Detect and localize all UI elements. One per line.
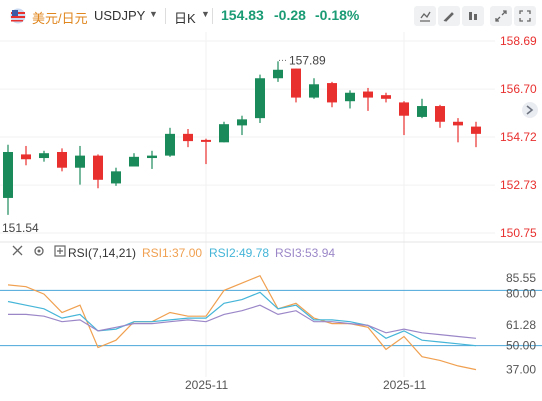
price-axis: 158.69 156.70 154.72 152.73 150.75 bbox=[500, 34, 537, 240]
rsi3-value: RSI3:53.94 bbox=[275, 246, 336, 260]
candle-body bbox=[273, 69, 283, 79]
candle-body bbox=[201, 139, 211, 142]
flag-icon bbox=[10, 8, 26, 24]
high-price-label: 157.89 bbox=[289, 53, 326, 67]
close-icon[interactable] bbox=[12, 245, 23, 259]
candle-body bbox=[147, 155, 157, 159]
candle-body bbox=[129, 156, 139, 167]
indicator-name: RSI(7,14,21) bbox=[68, 246, 137, 260]
candle-body bbox=[93, 155, 103, 180]
candle-body bbox=[21, 154, 31, 160]
time-tick-label: 2025-11 bbox=[185, 378, 228, 392]
time-axis: 2025-11 2025-11 bbox=[185, 102, 538, 392]
divider bbox=[212, 8, 213, 24]
period-selector[interactable]: 日K bbox=[174, 11, 196, 26]
candle-body bbox=[453, 121, 463, 126]
rsi1-value: RSI1:37.00 bbox=[142, 246, 203, 260]
price-tick-label: 156.70 bbox=[500, 82, 537, 96]
candle-body bbox=[3, 151, 13, 198]
rsi-series bbox=[7, 274, 477, 371]
price-tick-label: 154.72 bbox=[500, 130, 537, 144]
chart-area[interactable]: 157.89 151.54 158.69 156.70 154.72 152.73 150… bbox=[0, 32, 542, 401]
rsi-line-rsi2 bbox=[7, 291, 477, 347]
indicator-legend: RSI(7,14,21) RSI1:37.00 RSI2:49.78 RSI3:… bbox=[0, 244, 542, 262]
rsi-tick-label: 50.00 bbox=[506, 339, 536, 353]
rsi2-value: RSI2:49.78 bbox=[209, 246, 270, 260]
divider bbox=[165, 8, 166, 24]
scroll-arrow-bg bbox=[522, 102, 538, 118]
candle-body bbox=[237, 119, 247, 126]
pair-symbol[interactable]: USDJPY bbox=[94, 8, 146, 23]
compare-icon bbox=[469, 12, 477, 20]
pair-dropdown-icon[interactable]: ▼ bbox=[149, 9, 158, 19]
candle-body bbox=[183, 133, 193, 142]
fullscreen-button[interactable] bbox=[514, 6, 536, 26]
rsi-tick-label: 37.00 bbox=[506, 363, 536, 377]
candle-body bbox=[111, 171, 121, 184]
candle-body bbox=[75, 155, 85, 168]
rsi-tick-label: 85.55 bbox=[506, 271, 536, 285]
scroll-arrow-icon bbox=[522, 102, 538, 118]
draw-tool-button[interactable] bbox=[438, 6, 460, 26]
candle-body bbox=[219, 124, 229, 143]
last-price: 154.83 bbox=[221, 7, 264, 23]
candle-body bbox=[327, 83, 337, 103]
candlestick-series: 157.89 151.54 bbox=[2, 53, 481, 235]
candle-body bbox=[165, 133, 175, 156]
pair-name-cn[interactable]: 美元/日元 bbox=[32, 11, 88, 26]
candle-body bbox=[345, 92, 355, 102]
price-tick-label: 152.73 bbox=[500, 178, 537, 192]
candle-body bbox=[291, 68, 301, 98]
scroll-arrow-glyph bbox=[526, 105, 534, 115]
fullscreen-icon bbox=[519, 10, 531, 22]
rsi-line-rsi1 bbox=[7, 274, 477, 371]
candle-body bbox=[381, 95, 391, 99]
expand-icon bbox=[495, 10, 507, 22]
candle-body bbox=[39, 153, 49, 159]
indicator-icon bbox=[420, 11, 431, 22]
indicator-tool-button[interactable] bbox=[414, 6, 436, 26]
draw-icon bbox=[443, 12, 454, 22]
candle-body bbox=[309, 84, 319, 98]
time-tick-label: 2025-11 bbox=[383, 378, 426, 392]
rsi-tick-label: 61.28 bbox=[506, 318, 536, 332]
low-price-label: 151.54 bbox=[2, 221, 39, 235]
candle-body bbox=[435, 106, 445, 122]
candle-body bbox=[399, 102, 409, 116]
price-change-pct: -0.18% bbox=[315, 7, 360, 23]
chart-header: 美元/日元 USDJPY ▼ 日K ▼ 154.83 -0.28 -0.18% bbox=[0, 0, 542, 32]
indicator-toggle-icon[interactable] bbox=[54, 245, 66, 260]
period-dropdown-icon[interactable]: ▼ bbox=[201, 9, 210, 19]
candle-body bbox=[363, 91, 373, 98]
settings-icon[interactable] bbox=[33, 245, 45, 260]
price-tick-label: 158.69 bbox=[500, 34, 537, 48]
price-grid bbox=[0, 32, 542, 377]
candle-body bbox=[471, 126, 481, 134]
candle-body bbox=[255, 78, 265, 119]
candle-body bbox=[57, 151, 67, 168]
expand-button[interactable] bbox=[490, 6, 512, 26]
rsi-grid bbox=[0, 289, 542, 347]
rsi-tick-label: 80.00 bbox=[506, 286, 536, 300]
candle-body bbox=[417, 106, 427, 117]
price-change: -0.28 bbox=[274, 7, 306, 23]
compare-tool-button[interactable] bbox=[462, 6, 484, 26]
price-tick-label: 150.75 bbox=[500, 226, 537, 240]
rsi-line-rsi3 bbox=[8, 304, 477, 339]
